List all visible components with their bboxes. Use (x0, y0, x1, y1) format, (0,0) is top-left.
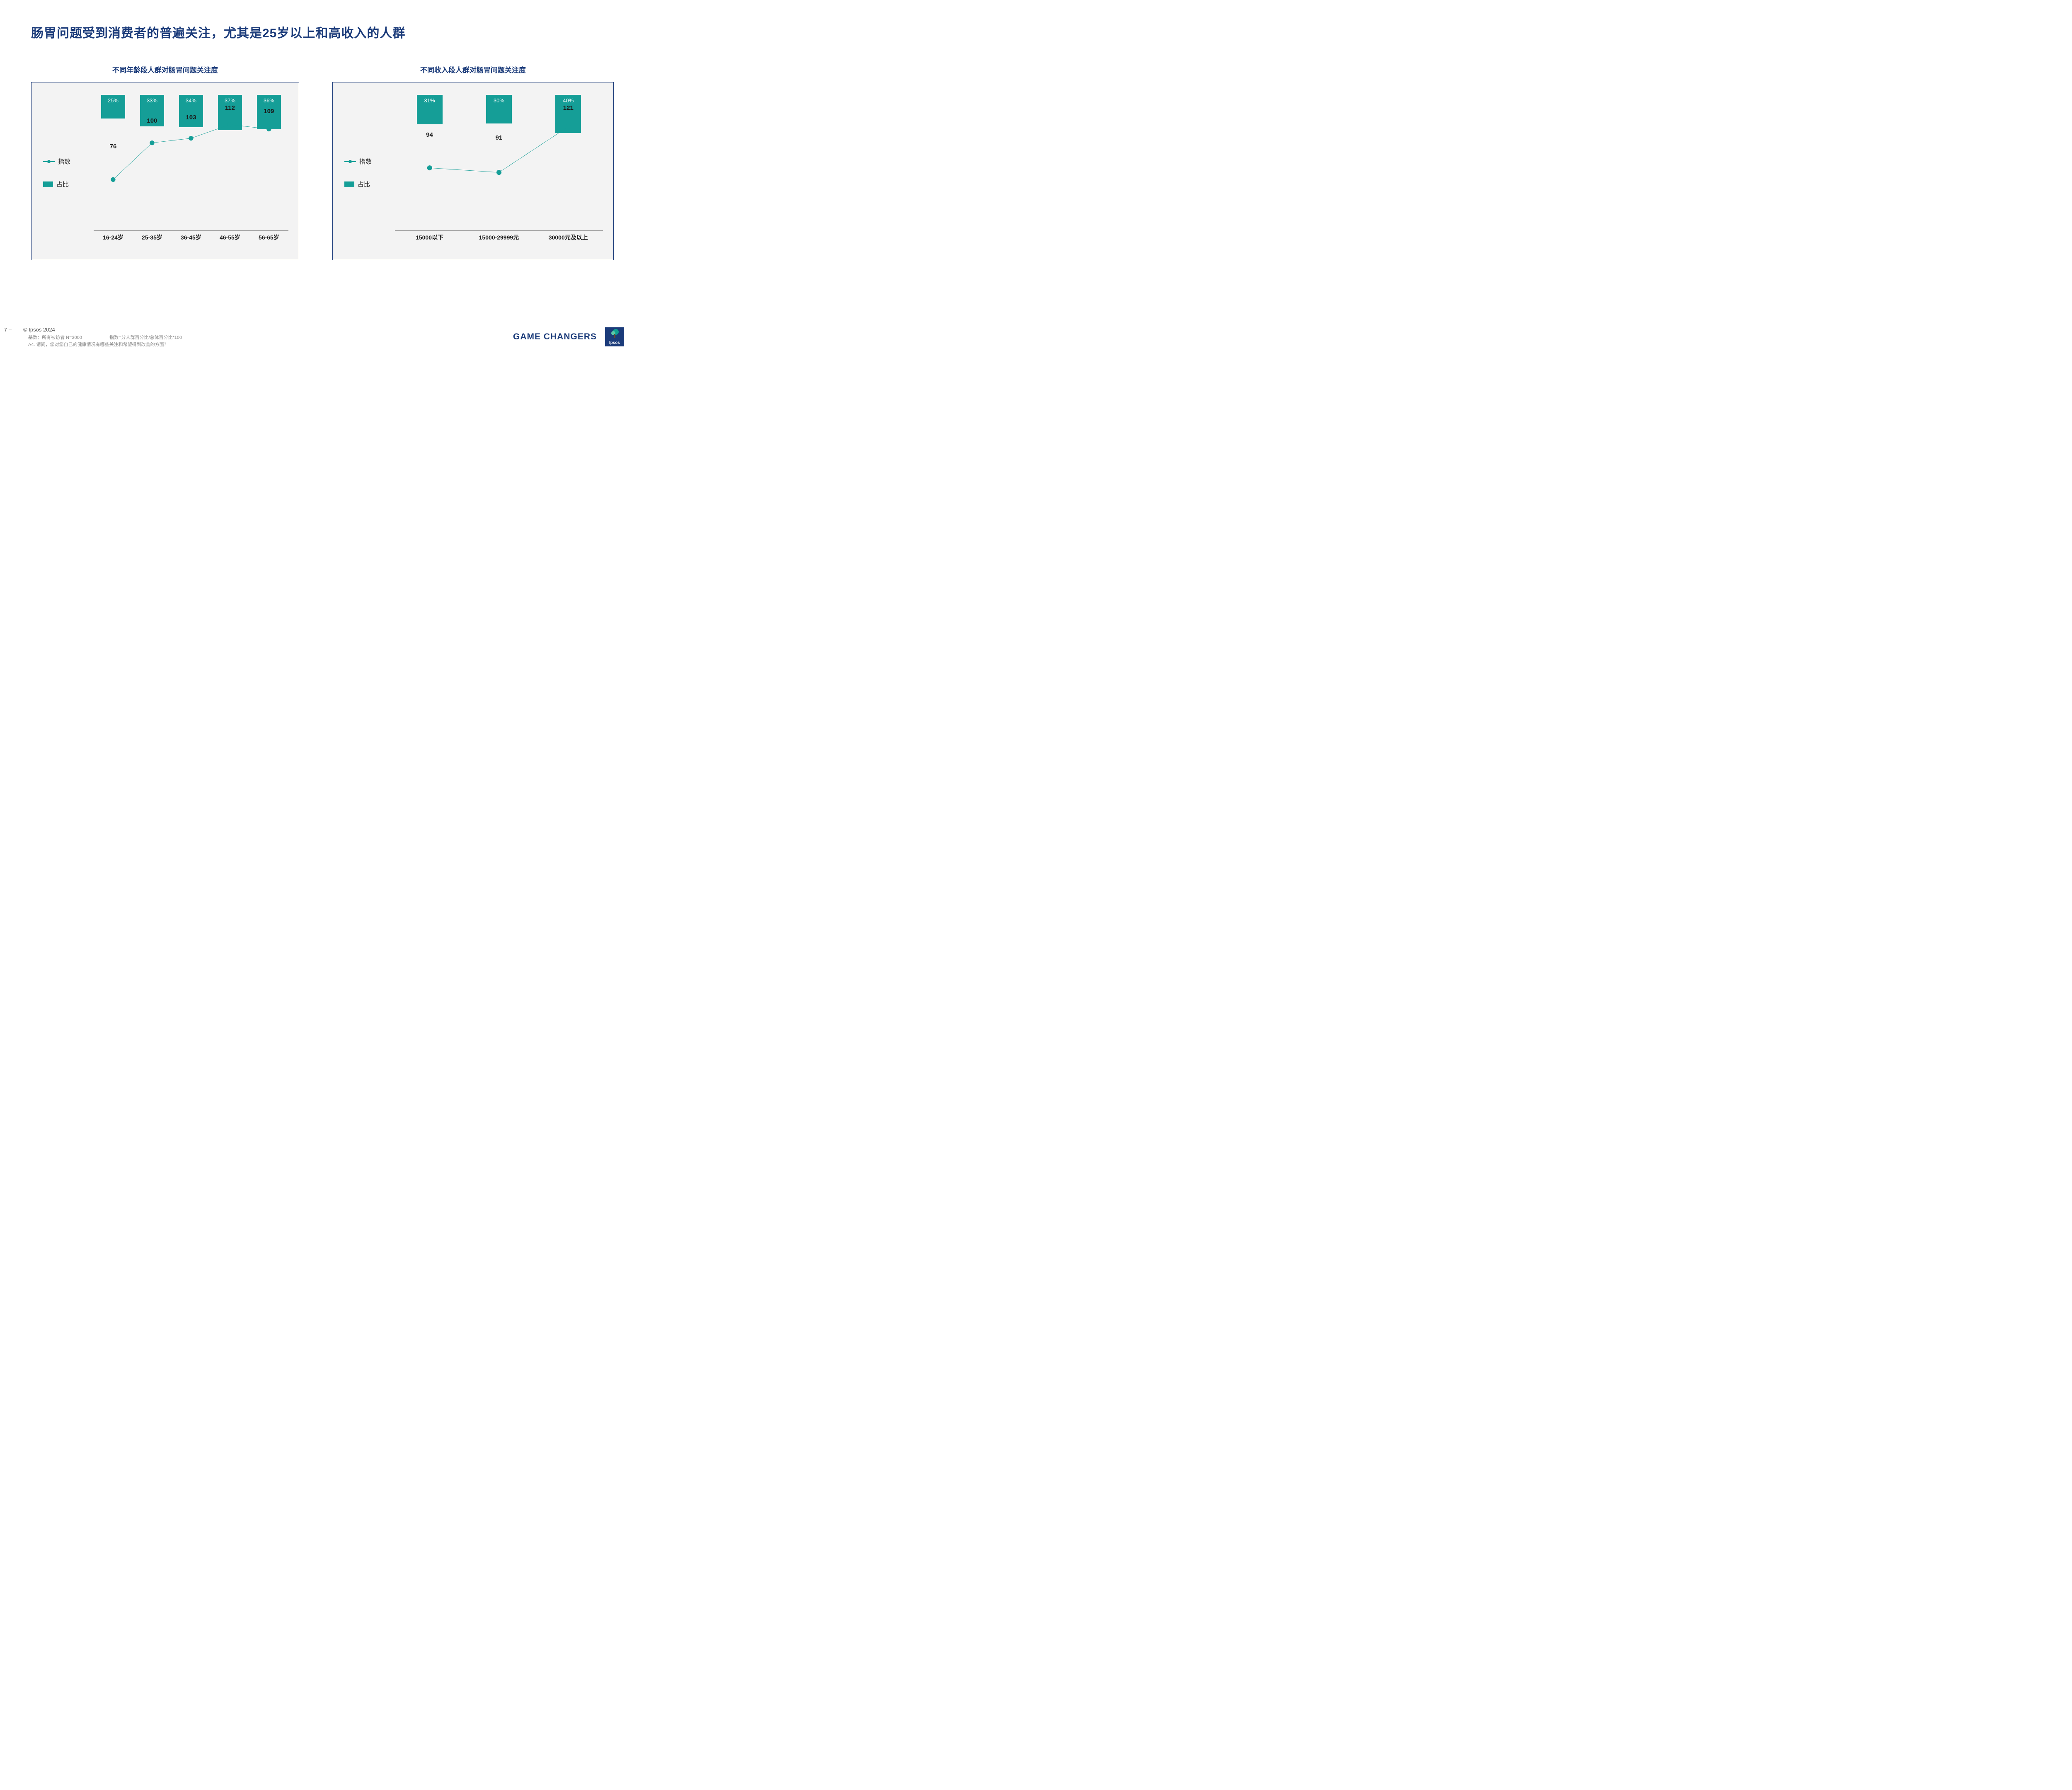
plot-age: 25%16-24岁33%25-35岁34%36-45岁37%46-55岁36%5… (94, 95, 288, 231)
chart-age: 不同年龄段人群对肠胃问题关注度 指数 占比 25%16-24岁33%25-35岁… (31, 64, 299, 260)
line-value: 76 (110, 143, 117, 150)
page-number: 7 ‒ (4, 326, 12, 334)
legend-percent: 占比 (43, 180, 70, 189)
line-point (111, 177, 115, 182)
legend-age: 指数 占比 (43, 157, 70, 189)
line-series (113, 124, 269, 179)
ipsos-logo: Ipsos (605, 327, 624, 346)
line-value: 103 (186, 114, 196, 121)
plot-income: 31%15000以下30%15000-29999元40%30000元及以上 94… (395, 95, 603, 231)
tree-icon (609, 329, 620, 338)
line-point (228, 122, 232, 127)
line-value: 94 (426, 131, 433, 138)
legend-index: 指数 (43, 157, 70, 166)
legend-index: 指数 (344, 157, 372, 166)
line-value: 121 (563, 104, 574, 111)
line-point (266, 127, 271, 131)
line-value: 91 (496, 134, 503, 141)
footer-base: 基数：所有被访者 N=3000 (28, 335, 82, 340)
chart-income-frame: 指数 占比 31%15000以下30%15000-29999元40%30000元… (332, 82, 614, 260)
page-title: 肠胃问题受到消费者的普遍关注，尤其是25岁以上和高收入的人群 (31, 23, 405, 41)
legend-bar-icon (344, 181, 354, 187)
line-value: 100 (147, 117, 157, 124)
footer-index-def: 指数=分人群百分比/总体百分比*100 (109, 335, 182, 340)
line-point (150, 140, 154, 145)
line-point (427, 165, 432, 170)
line-point (566, 124, 571, 129)
line-value: 112 (225, 104, 235, 111)
brand-tagline: GAME CHANGERS (513, 332, 597, 342)
line-point (496, 170, 501, 175)
copyright: © Ipsos 2024 (23, 326, 55, 334)
brand: GAME CHANGERS Ipsos (513, 327, 624, 346)
chart-income-subtitle: 不同收入段人群对肠胃问题关注度 (332, 64, 614, 75)
chart-age-subtitle: 不同年龄段人群对肠胃问题关注度 (31, 64, 299, 75)
chart-income: 不同收入段人群对肠胃问题关注度 指数 占比 31%15000以下30%15000… (332, 64, 614, 260)
legend-line-icon (43, 161, 55, 162)
legend-income: 指数 占比 (344, 157, 372, 189)
legend-percent: 占比 (344, 180, 372, 189)
chart-age-frame: 指数 占比 25%16-24岁33%25-35岁34%36-45岁37%46-5… (31, 82, 299, 260)
line-point (189, 136, 193, 140)
line-series (430, 127, 569, 172)
line-value: 109 (264, 108, 274, 115)
charts-row: 不同年龄段人群对肠胃问题关注度 指数 占比 25%16-24岁33%25-35岁… (31, 64, 614, 260)
legend-line-icon (344, 161, 356, 162)
legend-bar-icon (43, 181, 53, 187)
